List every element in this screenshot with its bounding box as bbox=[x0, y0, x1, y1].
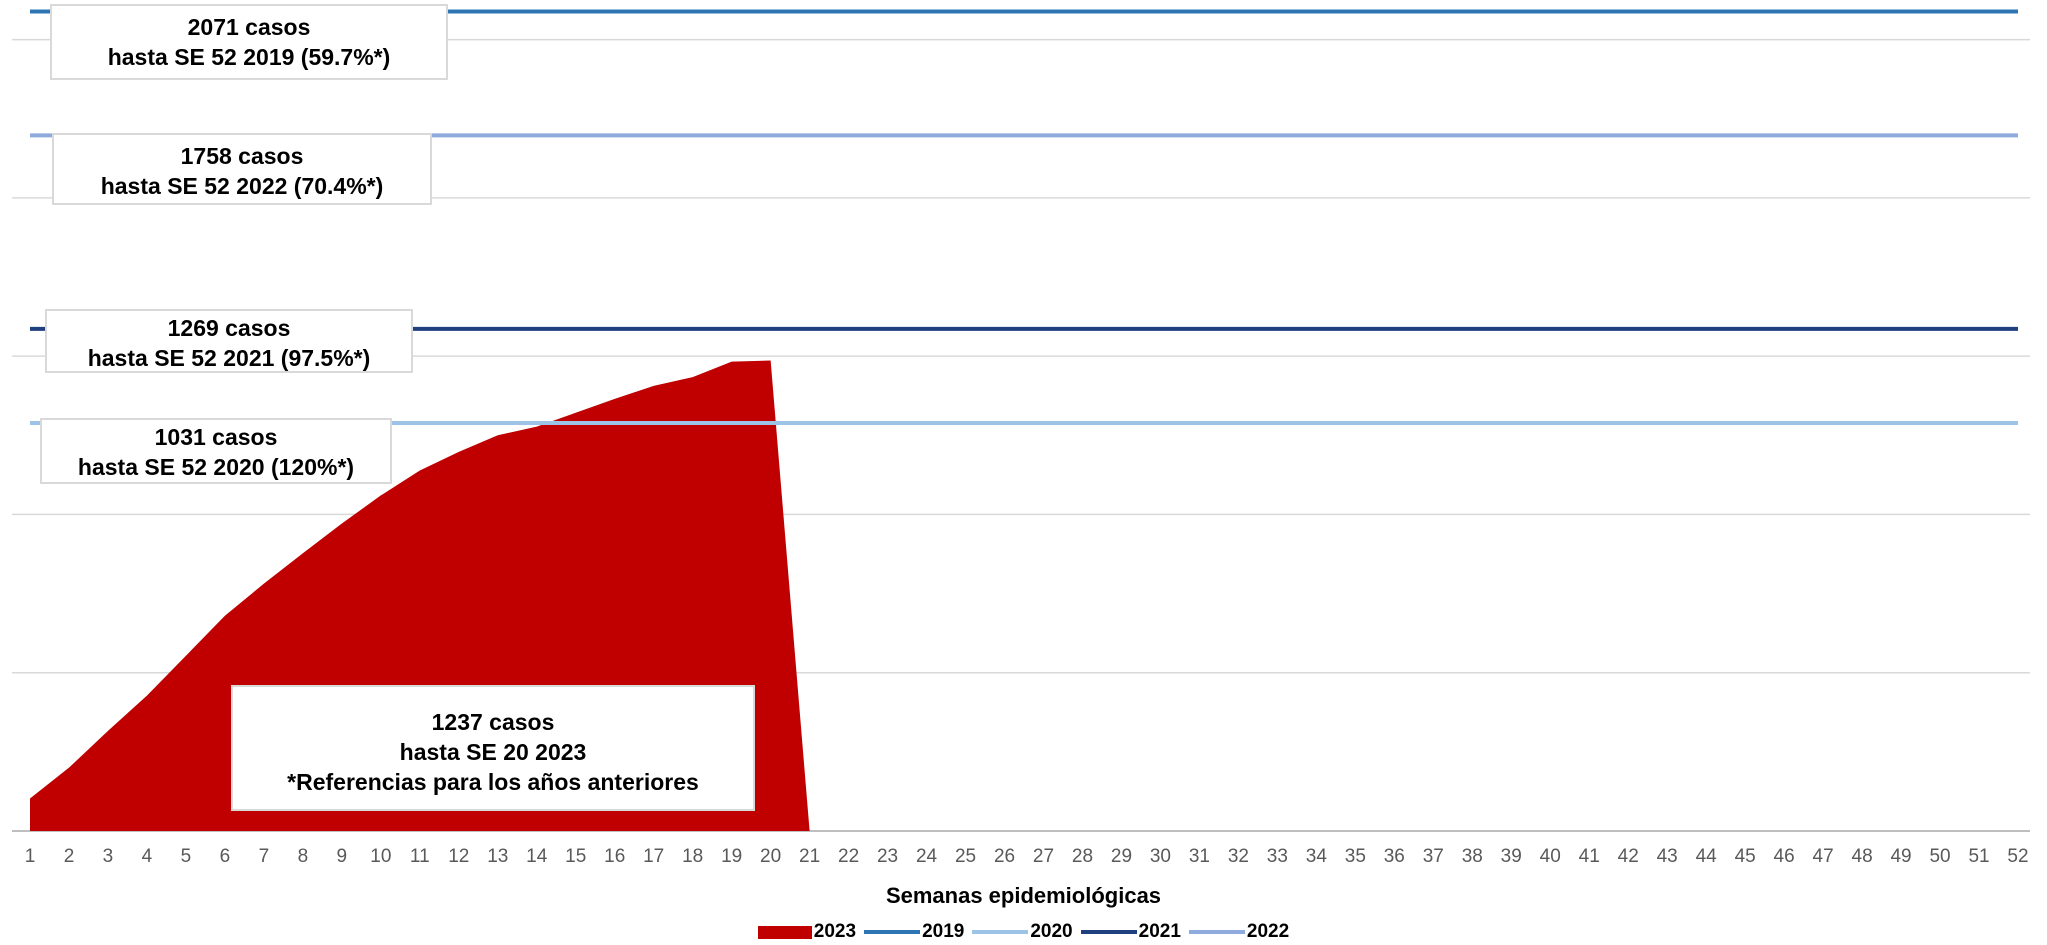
legend-label-2020: 2020 bbox=[1030, 921, 1073, 942]
x-tick-label: 1 bbox=[25, 846, 36, 867]
annotation-2021-line1: 1269 casos bbox=[167, 315, 291, 341]
legend-swatch-2019 bbox=[864, 930, 921, 934]
x-tick-label: 4 bbox=[142, 846, 153, 867]
x-tick-label: 7 bbox=[259, 846, 270, 867]
x-tick-label: 17 bbox=[643, 846, 664, 867]
legend-swatch-2023 bbox=[757, 925, 812, 939]
annotation-2019: 2071 casos hasta SE 52 2019 (59.7%*) bbox=[50, 4, 448, 80]
legend-item-2019: 2019 bbox=[864, 921, 964, 943]
x-tick-label: 30 bbox=[1150, 846, 1171, 867]
x-tick-label: 29 bbox=[1111, 846, 1132, 867]
x-tick-label: 51 bbox=[1968, 846, 1989, 867]
x-tick-label: 22 bbox=[838, 846, 859, 867]
x-tick-label: 50 bbox=[1929, 846, 1950, 867]
annotation-2020-line1: 1031 casos bbox=[154, 424, 278, 450]
x-tick-label: 46 bbox=[1774, 846, 1795, 867]
x-tick-label: 40 bbox=[1540, 846, 1561, 867]
x-tick-label: 14 bbox=[526, 846, 548, 867]
x-tick-label: 33 bbox=[1267, 846, 1288, 867]
annotation-2020-line2: hasta SE 52 2020 (120%*) bbox=[77, 454, 355, 480]
x-tick-label: 13 bbox=[487, 846, 508, 867]
x-tick-label: 25 bbox=[955, 846, 976, 867]
x-tick-label: 5 bbox=[181, 846, 192, 867]
legend-label-2023: 2023 bbox=[813, 921, 857, 942]
x-tick-label: 18 bbox=[682, 846, 703, 867]
x-tick-label: 23 bbox=[877, 846, 898, 867]
legend-label-2022: 2022 bbox=[1246, 921, 1290, 942]
annotation-2019-line2: hasta SE 52 2019 (59.7%*) bbox=[107, 44, 391, 70]
x-tick-label: 19 bbox=[721, 846, 742, 867]
x-tick-label: 31 bbox=[1189, 846, 1210, 867]
legend-label-2019: 2019 bbox=[922, 921, 965, 942]
x-tick-label: 28 bbox=[1072, 846, 1093, 867]
annotation-2023: 1237 casos hasta SE 20 2023 *Referencias… bbox=[231, 685, 755, 811]
x-tick-label: 48 bbox=[1852, 846, 1873, 867]
legend-item-2022: 2022 bbox=[1188, 921, 1290, 943]
x-tick-label: 9 bbox=[337, 846, 348, 867]
annotation-2021: 1269 casos hasta SE 52 2021 (97.5%*) bbox=[45, 309, 413, 373]
x-tick-label: 43 bbox=[1657, 846, 1678, 867]
x-tick-label: 27 bbox=[1033, 846, 1054, 867]
x-tick-label: 15 bbox=[565, 846, 586, 867]
annotation-2022: 1758 casos hasta SE 52 2022 (70.4%*) bbox=[52, 133, 432, 205]
x-tick-label: 49 bbox=[1890, 846, 1911, 867]
x-tick-label: 44 bbox=[1696, 846, 1718, 867]
x-tick-label: 3 bbox=[103, 846, 114, 867]
x-tick-label: 47 bbox=[1813, 846, 1834, 867]
legend: 2023 2019 2020 2021 2022 bbox=[0, 921, 2047, 943]
x-tick-label: 45 bbox=[1735, 846, 1756, 867]
annotation-2023-line3: *Referencias para los años anteriores bbox=[287, 769, 699, 795]
x-tick-label: 6 bbox=[220, 846, 231, 867]
x-tick-label: 20 bbox=[760, 846, 781, 867]
x-tick-label: 38 bbox=[1462, 846, 1483, 867]
x-tick-label: 32 bbox=[1228, 846, 1249, 867]
x-tick-label: 39 bbox=[1501, 846, 1522, 867]
x-tick-label: 11 bbox=[410, 846, 430, 867]
annotation-2023-line1: 1237 casos bbox=[431, 709, 555, 735]
legend-swatch-2020 bbox=[972, 930, 1029, 934]
x-tick-label: 52 bbox=[2007, 846, 2028, 867]
legend-label-2021: 2021 bbox=[1138, 921, 1181, 942]
legend-swatch-2022 bbox=[1188, 930, 1245, 934]
x-tick-label: 21 bbox=[799, 846, 820, 867]
x-tick-label: 37 bbox=[1423, 846, 1444, 867]
legend-item-2020: 2020 bbox=[972, 921, 1073, 943]
legend-swatch-2021 bbox=[1080, 930, 1137, 934]
annotation-2021-line2: hasta SE 52 2021 (97.5%*) bbox=[87, 345, 371, 371]
x-tick-label: 16 bbox=[604, 846, 625, 867]
x-tick-label: 35 bbox=[1345, 846, 1366, 867]
annotation-2022-line2: hasta SE 52 2022 (70.4%*) bbox=[100, 173, 384, 199]
x-axis-label: Semanas epidemiológicas bbox=[885, 883, 1162, 908]
annotation-2022-line1: 1758 casos bbox=[180, 143, 304, 169]
annotation-2019-line1: 2071 casos bbox=[187, 14, 311, 40]
x-tick-label: 42 bbox=[1618, 846, 1639, 867]
annotation-2020: 1031 casos hasta SE 52 2020 (120%*) bbox=[40, 418, 392, 484]
legend-item-2023: 2023 bbox=[757, 921, 857, 943]
x-tick-label: 36 bbox=[1384, 846, 1405, 867]
x-tick-label: 24 bbox=[916, 846, 938, 867]
x-tick-label: 2 bbox=[64, 846, 75, 867]
legend-item-2021: 2021 bbox=[1080, 921, 1181, 943]
x-tick-label: 10 bbox=[370, 846, 391, 867]
annotation-2023-line2: hasta SE 20 2023 bbox=[399, 739, 587, 765]
x-tick-label: 34 bbox=[1306, 846, 1328, 867]
x-tick-label: 41 bbox=[1579, 846, 1600, 867]
x-tick-label: 26 bbox=[994, 846, 1015, 867]
x-tick-label: 8 bbox=[298, 846, 309, 867]
x-tick-label: 12 bbox=[448, 846, 469, 867]
